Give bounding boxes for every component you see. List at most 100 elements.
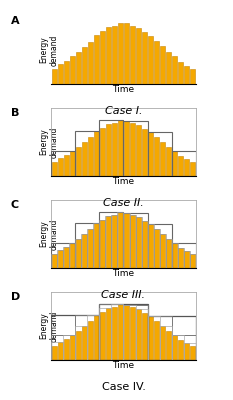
Bar xyxy=(64,155,69,176)
Bar xyxy=(172,56,177,84)
Bar xyxy=(166,52,171,84)
Text: D: D xyxy=(11,292,20,302)
Bar xyxy=(88,322,93,360)
Bar xyxy=(51,342,63,360)
Bar xyxy=(58,64,63,84)
Text: C: C xyxy=(11,200,19,210)
Bar xyxy=(99,220,105,268)
Bar xyxy=(82,326,87,360)
Bar xyxy=(52,346,57,360)
Bar xyxy=(130,215,136,268)
Bar xyxy=(75,132,99,176)
Bar xyxy=(136,309,147,360)
Bar xyxy=(136,28,141,84)
Bar xyxy=(69,243,75,268)
Bar xyxy=(142,312,147,360)
Bar xyxy=(106,124,111,176)
Bar xyxy=(160,142,165,176)
Bar xyxy=(123,304,136,360)
Bar xyxy=(51,151,75,176)
Bar xyxy=(51,243,75,268)
Bar xyxy=(94,316,99,360)
Bar xyxy=(166,239,172,268)
Bar xyxy=(118,120,123,176)
Bar xyxy=(142,220,147,268)
Bar xyxy=(184,251,189,268)
Bar xyxy=(111,304,123,360)
Bar xyxy=(63,335,75,360)
Bar xyxy=(148,132,153,176)
Bar xyxy=(88,138,93,176)
Bar xyxy=(76,147,81,176)
Bar xyxy=(166,239,171,268)
Bar xyxy=(154,229,160,268)
Bar xyxy=(172,335,184,360)
Bar xyxy=(112,307,117,360)
Bar xyxy=(106,308,111,360)
Bar xyxy=(112,26,117,84)
Bar xyxy=(190,346,195,360)
Bar xyxy=(148,36,153,84)
Bar xyxy=(82,142,87,176)
Bar xyxy=(51,335,75,360)
Bar xyxy=(100,31,105,84)
Bar xyxy=(124,23,129,84)
Bar xyxy=(130,215,135,268)
Text: Case I.: Case I. xyxy=(105,106,142,116)
Bar xyxy=(106,216,111,268)
Bar xyxy=(154,229,159,268)
Bar xyxy=(178,248,183,268)
Bar xyxy=(76,331,81,360)
Bar xyxy=(99,308,111,360)
Bar xyxy=(111,215,117,268)
Bar xyxy=(100,220,105,268)
Bar xyxy=(130,26,135,84)
Bar xyxy=(166,331,171,360)
Bar xyxy=(148,224,153,268)
Bar xyxy=(57,250,63,268)
Bar xyxy=(124,212,129,268)
Bar xyxy=(136,217,142,268)
Bar xyxy=(123,304,147,360)
Bar xyxy=(160,234,166,268)
Bar xyxy=(147,316,160,360)
Y-axis label: Energy
demand: Energy demand xyxy=(39,218,58,250)
Bar xyxy=(64,339,69,360)
Bar xyxy=(147,316,172,360)
Text: B: B xyxy=(11,108,19,118)
Bar xyxy=(99,304,147,360)
Text: Case III.: Case III. xyxy=(102,290,145,300)
Bar xyxy=(76,52,81,84)
Bar xyxy=(184,251,190,268)
Bar xyxy=(52,254,57,268)
X-axis label: Time: Time xyxy=(113,269,134,278)
Bar xyxy=(87,316,99,360)
Bar xyxy=(142,220,147,268)
Bar xyxy=(123,120,147,176)
Text: Case IV.: Case IV. xyxy=(102,382,145,392)
Bar xyxy=(64,247,69,268)
Bar xyxy=(75,316,99,360)
Bar xyxy=(142,32,147,84)
Bar xyxy=(82,47,87,84)
Bar xyxy=(184,343,196,360)
Bar xyxy=(58,342,63,360)
X-axis label: Time: Time xyxy=(113,85,134,94)
Bar xyxy=(147,224,154,268)
Bar xyxy=(178,156,183,176)
Bar xyxy=(190,162,195,176)
Bar xyxy=(58,158,63,176)
Bar xyxy=(64,61,69,84)
Bar xyxy=(75,326,87,360)
Bar xyxy=(136,309,141,360)
Bar xyxy=(166,147,171,176)
Bar xyxy=(105,216,111,268)
Bar xyxy=(154,137,159,176)
Bar xyxy=(112,123,117,176)
Bar xyxy=(190,254,195,268)
Bar xyxy=(178,248,184,268)
Bar xyxy=(94,132,99,176)
Y-axis label: Energy
demand: Energy demand xyxy=(39,34,58,66)
Bar xyxy=(136,217,141,268)
Bar xyxy=(124,304,129,360)
